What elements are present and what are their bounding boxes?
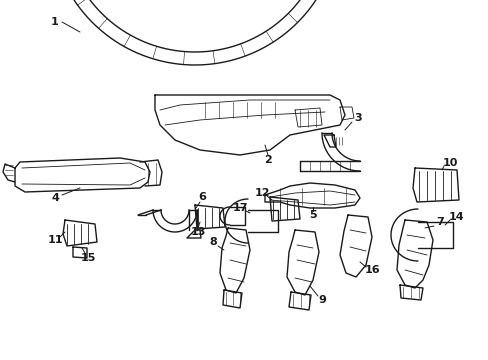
Text: 2: 2 bbox=[264, 155, 271, 165]
Text: 12: 12 bbox=[254, 188, 269, 198]
Text: 15: 15 bbox=[80, 253, 96, 263]
Text: 4: 4 bbox=[51, 193, 59, 203]
Text: 8: 8 bbox=[209, 237, 217, 247]
Text: 6: 6 bbox=[198, 192, 205, 202]
Text: 13: 13 bbox=[190, 227, 205, 237]
Text: 11: 11 bbox=[47, 235, 62, 245]
Text: 10: 10 bbox=[442, 158, 457, 168]
Text: 7: 7 bbox=[435, 217, 443, 227]
Text: 16: 16 bbox=[365, 265, 380, 275]
Text: 9: 9 bbox=[317, 295, 325, 305]
Text: 3: 3 bbox=[353, 113, 361, 123]
Text: 5: 5 bbox=[308, 210, 316, 220]
Text: 14: 14 bbox=[448, 212, 464, 222]
Text: 17: 17 bbox=[232, 203, 247, 213]
Text: 1: 1 bbox=[51, 17, 59, 27]
